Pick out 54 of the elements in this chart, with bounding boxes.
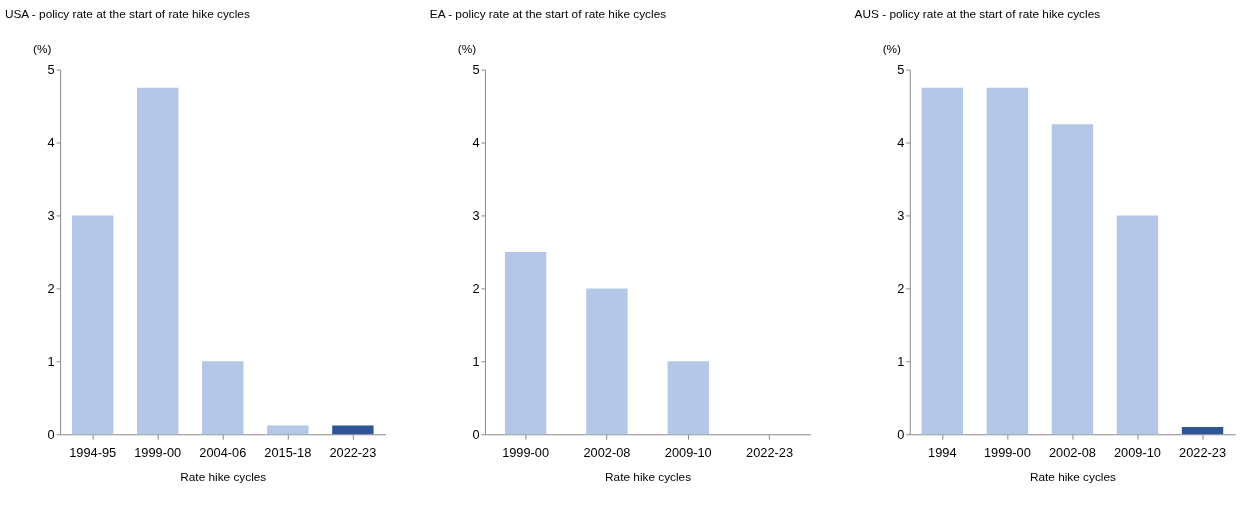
bar	[1116, 215, 1159, 435]
y-tick-label: 3	[47, 207, 55, 223]
y-axis-title: (%)	[457, 42, 477, 57]
y-tick-label: 4	[47, 134, 55, 150]
bar	[667, 361, 709, 435]
x-tick-label: 1999-00	[134, 445, 182, 461]
bar	[586, 288, 628, 435]
x-tick-label: 2022-23	[746, 445, 794, 461]
y-tick-label: 5	[472, 61, 480, 77]
x-tick-label: 2022-23	[329, 445, 377, 461]
x-axis-title: Rate hike cycles	[1029, 470, 1117, 485]
y-tick-label: 4	[472, 134, 480, 150]
y-tick-label: 1	[897, 353, 905, 369]
y-tick-label: 5	[47, 61, 55, 77]
bar	[71, 215, 114, 435]
y-tick-label: 5	[897, 61, 905, 77]
x-tick-label: 2009-10	[1114, 445, 1161, 461]
y-tick-label: 3	[897, 207, 905, 223]
x-axis-title: Rate hike cycles	[180, 470, 267, 485]
y-tick-label: 4	[897, 134, 905, 150]
y-tick-label: 2	[472, 280, 480, 296]
x-tick-label: 1994-95	[69, 445, 117, 461]
chart-title: EA - policy rate at the start of rate hike cycles	[429, 7, 667, 22]
bar	[1181, 426, 1224, 435]
y-tick-label: 2	[47, 280, 55, 296]
x-axis-title: Rate hike cycles	[605, 470, 692, 485]
y-tick-label: 1	[47, 353, 55, 369]
y-axis-title: (%)	[882, 42, 902, 57]
x-tick-label: 2009-10	[664, 445, 712, 461]
bar	[504, 251, 547, 435]
chart-title: AUS - policy rate at the start of rate hike cycles	[854, 7, 1101, 22]
y-tick-label: 0	[897, 426, 905, 442]
bar	[267, 425, 309, 435]
bar	[986, 87, 1029, 435]
bar	[1051, 124, 1094, 435]
x-tick-label: 1999-00	[502, 445, 550, 461]
y-tick-label: 2	[897, 280, 905, 296]
y-tick-label: 0	[472, 426, 480, 442]
bar	[332, 425, 374, 435]
x-tick-label: 2022-23	[1179, 445, 1227, 461]
y-tick-label: 3	[472, 207, 480, 223]
bar	[202, 361, 244, 435]
x-tick-label: 2015-18	[264, 445, 312, 461]
y-axis-title: (%)	[33, 42, 52, 57]
x-tick-label: 1999-00	[983, 445, 1031, 461]
x-tick-label: 2004-06	[199, 445, 247, 461]
bar	[137, 87, 179, 435]
bar	[921, 87, 964, 435]
x-tick-label: 1994	[928, 445, 957, 461]
x-tick-label: 2002-08	[583, 445, 631, 461]
y-tick-label: 1	[472, 353, 480, 369]
x-tick-label: 2002-08	[1048, 445, 1096, 461]
y-tick-label: 0	[47, 426, 55, 442]
chart-title: USA - policy rate at the start of rate hike cycles	[4, 7, 250, 22]
